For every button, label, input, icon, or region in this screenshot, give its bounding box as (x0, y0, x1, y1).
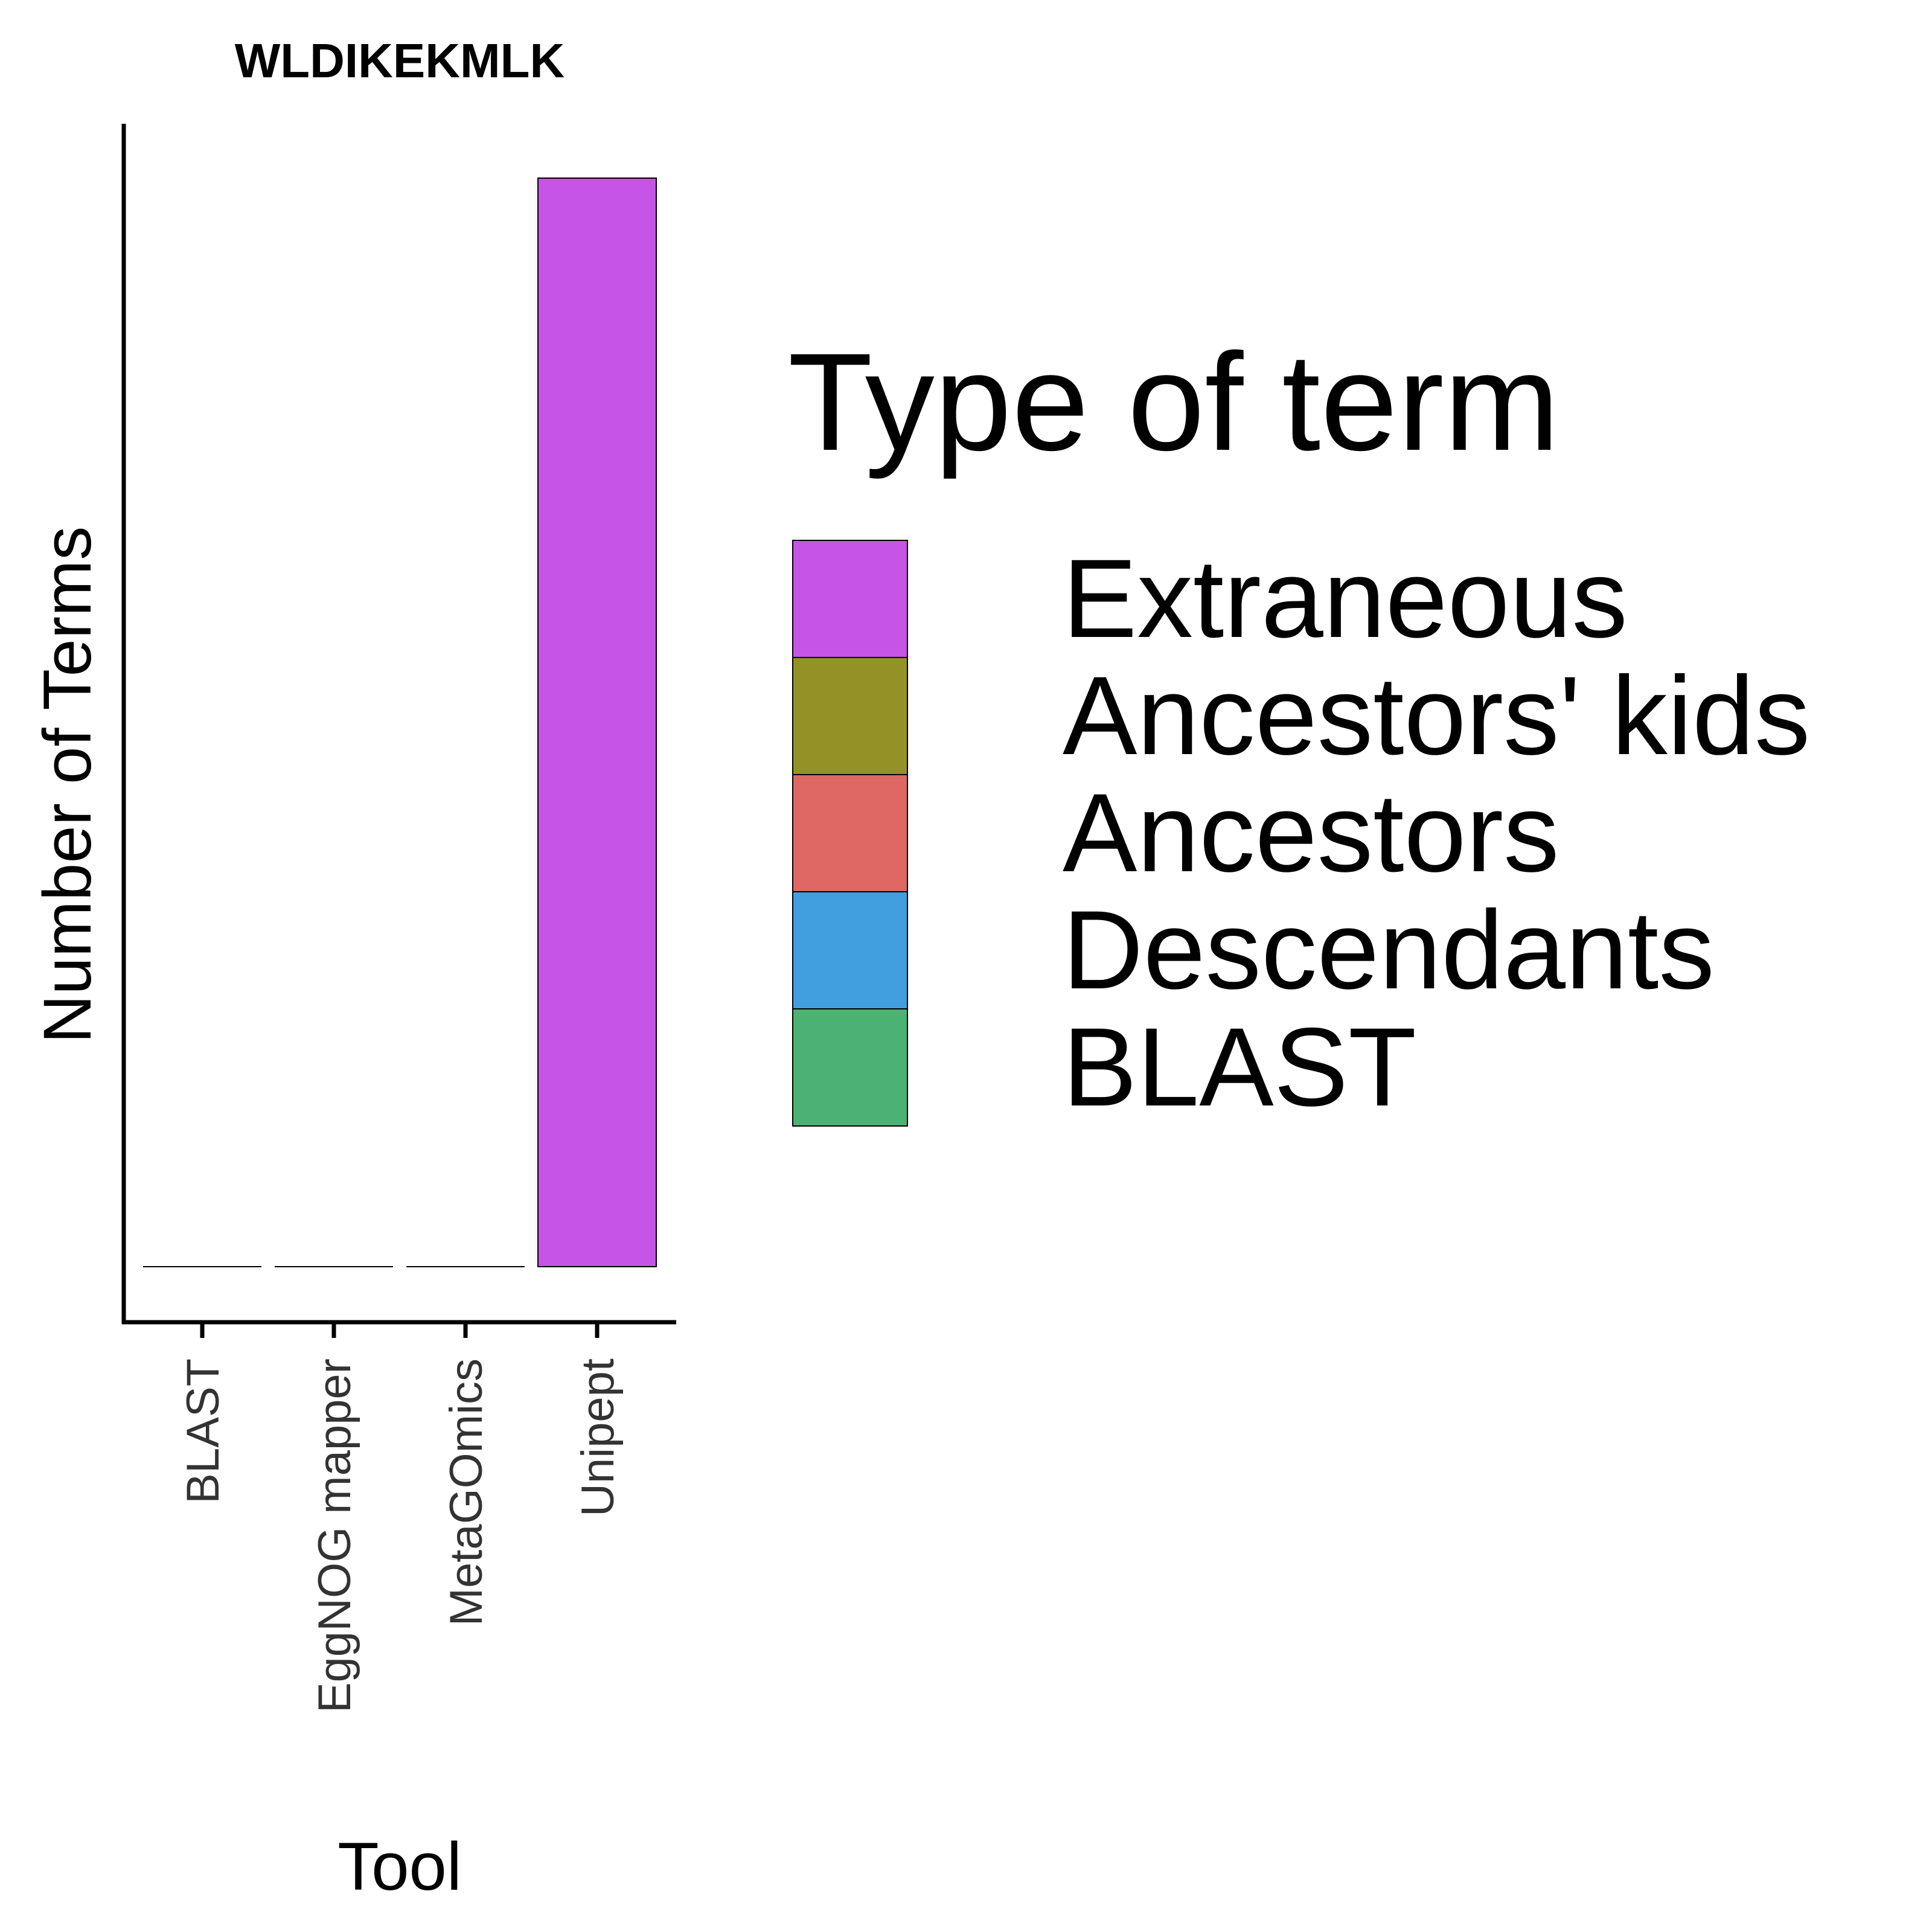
legend-key-ancestors (792, 774, 908, 892)
legend-key-blast (792, 1008, 908, 1127)
legend-title: Type of term (788, 324, 1559, 479)
bars-group (143, 178, 657, 1267)
legend-key-descendants (792, 891, 908, 1009)
legend-label: Extraneous (1063, 537, 1628, 661)
legend-label: Ancestors (1063, 771, 1559, 895)
axes-group (121, 124, 676, 1325)
legend-label: Ancestors' kids (1063, 654, 1810, 778)
chart-title: WLDIKEKMLK (235, 34, 565, 88)
x-tick-label: EggNOG mapper (309, 1358, 360, 1713)
x-tick-label: MetaGOmics (441, 1358, 492, 1626)
legend-key-ancestors-kids (792, 657, 908, 775)
bar-unipept-extraneous (537, 178, 657, 1267)
x-tick-label: Unipept (572, 1358, 624, 1517)
x-axis-title: Tool (337, 1829, 461, 1904)
x-tick-label: BLAST (178, 1358, 229, 1504)
legend-label: BLAST (1063, 1005, 1416, 1130)
x-ticks-group: BLAST EggNOG mapper MetaGOmics Unipept (178, 1322, 624, 1713)
legend-label: Descendants (1063, 888, 1715, 1012)
legend-key-extraneous (792, 540, 908, 658)
y-axis-title: Number of Terms (30, 526, 105, 1044)
